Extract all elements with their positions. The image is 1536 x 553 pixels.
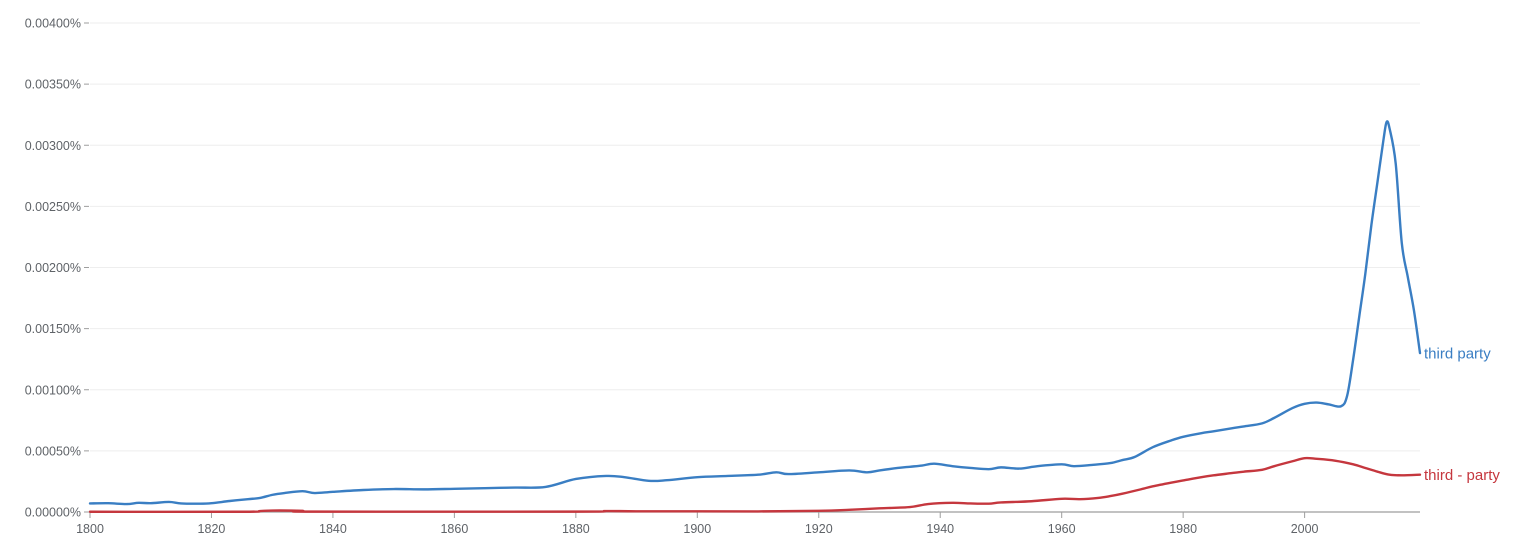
- gridlines: [90, 22, 1420, 452]
- series-line-third-party: [88, 120, 1422, 506]
- x-tick-label: 1980: [1169, 522, 1197, 536]
- y-tick-label: 0.00400%: [25, 17, 81, 31]
- x-tick-label: 1880: [562, 522, 590, 536]
- y-tick-label: 0.00000%: [25, 506, 81, 520]
- x-tick-label: 1940: [926, 522, 954, 536]
- y-tick-label: 0.00350%: [25, 78, 81, 92]
- x-tick-label: 1860: [440, 522, 468, 536]
- series-label-third-dash-party[interactable]: third - party: [1424, 467, 1500, 484]
- x-axis: 1800 1820 1840 1860 1880 1900 1920 1940 1960 1980…: [76, 511, 1420, 536]
- x-tick-label: 1820: [198, 522, 226, 536]
- series-label-third-party[interactable]: third party: [1424, 346, 1491, 363]
- y-axis: 0.00000% 0.00050% 0.00100% 0.00150% 0.00200%…: [25, 17, 89, 520]
- x-tick-label: 1960: [1048, 522, 1076, 536]
- series-labels: third party third - party: [1424, 346, 1500, 485]
- y-tick-label: 0.00050%: [25, 444, 81, 458]
- y-tick-label: 0.00150%: [25, 322, 81, 336]
- series-lines: [88, 120, 1422, 514]
- x-tick-label: 1840: [319, 522, 347, 536]
- series-line-third-dash-party: [88, 456, 1422, 514]
- y-tick-label: 0.00250%: [25, 200, 81, 214]
- x-tick-label: 2000: [1291, 522, 1319, 536]
- y-tick-label: 0.00200%: [25, 261, 81, 275]
- y-tick-label: 0.00300%: [25, 139, 81, 153]
- x-tick-label: 1920: [805, 522, 833, 536]
- x-tick-label: 1900: [683, 522, 711, 536]
- y-tick-label: 0.00100%: [25, 383, 81, 397]
- x-tick-label: 1800: [76, 522, 104, 536]
